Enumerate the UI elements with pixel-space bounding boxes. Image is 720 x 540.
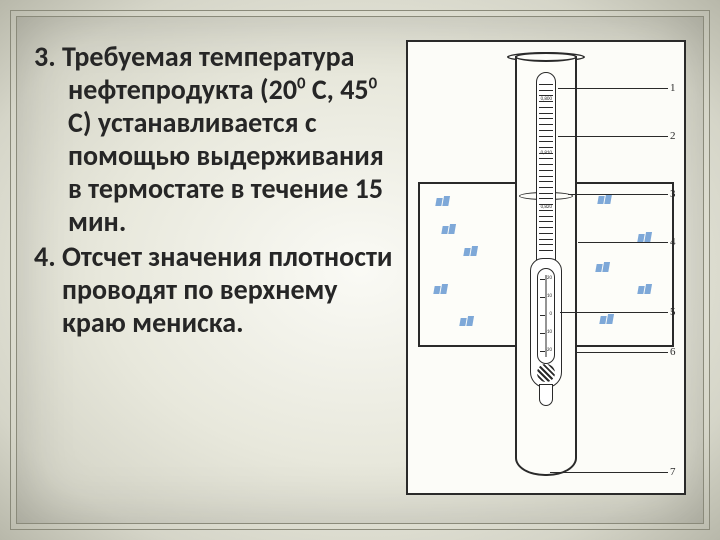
- scale-tick: [539, 164, 553, 165]
- callout-line: [550, 472, 668, 473]
- scale-tick: [539, 181, 553, 182]
- water-fleck-icon: [441, 224, 457, 236]
- figure-column: 0,800 0,810 0,820 20 10 0 -10 -20 1 2 3 4 5: [406, 40, 686, 500]
- scale-tick: [539, 158, 553, 159]
- callout-num: 7: [670, 466, 676, 478]
- text-column: 3. Требуемая температура нефтепродукта (…: [34, 40, 406, 500]
- capsule-value: 10: [547, 294, 552, 299]
- scale-tick: [539, 176, 553, 177]
- water-fleck-icon: [433, 284, 449, 296]
- callout-line: [558, 88, 668, 89]
- scale-tick: [539, 136, 553, 137]
- hydrometer-tip: [539, 384, 553, 406]
- water-fleck-icon: [637, 284, 653, 296]
- figure-frame: 0,800 0,810 0,820 20 10 0 -10 -20 1 2 3 4 5: [406, 40, 686, 495]
- scale-tick: [539, 90, 553, 91]
- hydrometer-ballast-icon: [537, 364, 555, 382]
- scale-tick: [539, 153, 553, 154]
- capsule-value: -10: [545, 330, 552, 335]
- scale-tick: [539, 147, 553, 148]
- callout-num: 5: [670, 306, 676, 318]
- list-item-4: 4. Отсчет значения плотности проводят по…: [34, 240, 398, 339]
- capsule-tick: [540, 279, 545, 280]
- scale-tick: [539, 141, 553, 142]
- callout-line: [560, 312, 668, 313]
- callout-num: 3: [670, 188, 676, 200]
- thermometer-stem-line: [546, 275, 547, 357]
- scale-tick: [539, 130, 553, 131]
- scale-tick: [539, 250, 553, 251]
- scale-tick: [539, 84, 553, 85]
- scale-tick: [539, 198, 553, 199]
- scale-tick: [539, 204, 553, 205]
- scale-tick: [539, 221, 553, 222]
- callout-num: 2: [670, 130, 676, 142]
- slide-content: 3. Требуемая температура нефтепродукта (…: [34, 40, 686, 500]
- scale-tick: [539, 170, 553, 171]
- scale-tick: [539, 233, 553, 234]
- water-fleck-icon: [459, 316, 475, 328]
- callout-line: [568, 194, 668, 195]
- capsule-value: 20: [547, 276, 552, 281]
- scale-tick: [539, 227, 553, 228]
- capsule-tick: [540, 333, 545, 334]
- hydrometer-scale: 0,800 0,810 0,820: [539, 78, 553, 256]
- item3-part2: С, 45: [306, 72, 369, 107]
- capsule-value: -20: [545, 348, 552, 353]
- callout-line: [558, 136, 668, 137]
- scale-tick: [539, 210, 553, 211]
- scale-tick: [539, 124, 553, 125]
- water-fleck-icon: [463, 246, 479, 258]
- water-fleck-icon: [595, 262, 611, 274]
- cylinder-top-ellipse: [515, 52, 577, 62]
- capsule-tick: [540, 315, 545, 316]
- callout-line: [578, 242, 668, 243]
- scale-tick: [539, 193, 553, 194]
- capsule-value: 0: [549, 312, 552, 317]
- capsule-tick: [540, 297, 545, 298]
- callout-num: 4: [670, 236, 676, 248]
- scale-tick: [539, 95, 553, 96]
- item4-text: 4. Отсчет значения плотности проводят по…: [34, 240, 398, 339]
- item3-part3: С) устанавливается с помощью выдерживани…: [68, 105, 384, 239]
- scale-tick: [539, 101, 553, 102]
- list-item-3: 3. Требуемая температура нефтепродукта (…: [34, 40, 398, 238]
- water-fleck-icon: [599, 314, 615, 326]
- scale-tick: [539, 216, 553, 217]
- callout-num: 6: [670, 346, 676, 358]
- callout-num: 1: [670, 82, 676, 94]
- item3-sup1: 0: [297, 73, 306, 94]
- thermometer-capsule: 20 10 0 -10 -20: [537, 268, 555, 364]
- callout-line: [576, 352, 668, 353]
- scale-tick: [539, 113, 553, 114]
- item3-sup2: 0: [369, 73, 378, 94]
- water-fleck-icon: [435, 196, 451, 208]
- scale-tick: [539, 244, 553, 245]
- scale-tick: [539, 187, 553, 188]
- capsule-tick: [540, 351, 545, 352]
- scale-tick: [539, 107, 553, 108]
- scale-tick: [539, 239, 553, 240]
- scale-tick: [539, 118, 553, 119]
- water-fleck-icon: [597, 194, 613, 206]
